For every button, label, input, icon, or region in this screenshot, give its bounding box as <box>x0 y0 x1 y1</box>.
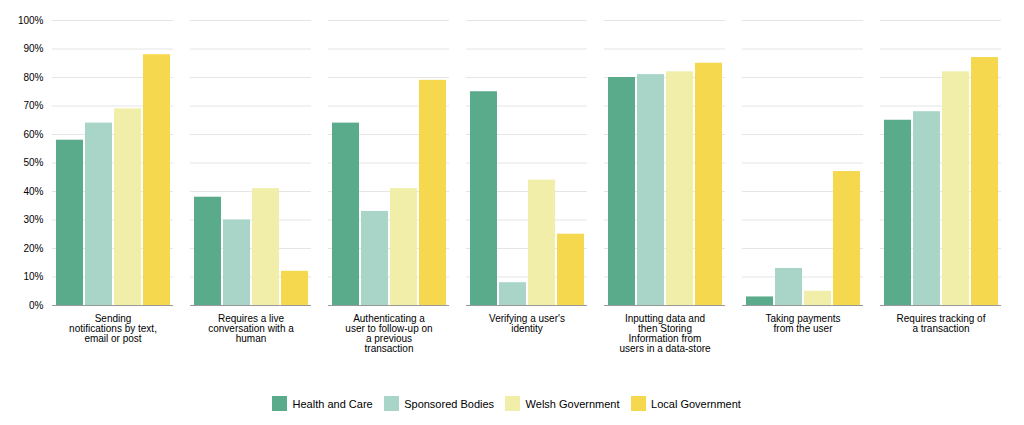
svg-text:10%: 10% <box>23 271 43 282</box>
svg-text:Inputting data andthen Storing: Inputting data andthen StoringInformatio… <box>619 313 711 354</box>
svg-text:100%: 100% <box>18 15 44 26</box>
svg-text:20%: 20% <box>23 243 43 254</box>
svg-text:0%: 0% <box>29 300 44 311</box>
svg-text:60%: 60% <box>23 129 43 140</box>
svg-text:Taking paymentsfrom the user: Taking paymentsfrom the user <box>765 313 840 334</box>
svg-text:30%: 30% <box>23 214 43 225</box>
svg-text:Requires a liveconversation wi: Requires a liveconversation with ahuman <box>208 313 294 344</box>
svg-text:50%: 50% <box>23 157 43 168</box>
html-text:Local Government: Local Government <box>651 397 741 410</box>
svg-text:Authenticating auser to follow: Authenticating auser to follow-up ona pr… <box>345 313 432 354</box>
html-text:Sponsored Bodies: Sponsored Bodies <box>404 397 495 410</box>
html-text:Welsh Government: Welsh Government <box>525 397 620 410</box>
html-text:Health and Care: Health and Care <box>292 397 373 410</box>
svg-text:70%: 70% <box>23 100 43 111</box>
svg-text:90%: 90% <box>23 43 43 54</box>
svg-text:Requires tracking ofa transact: Requires tracking ofa transaction <box>897 313 986 334</box>
svg-text:80%: 80% <box>23 72 43 83</box>
svg-text:40%: 40% <box>23 186 43 197</box>
svg-text:Sendingnotifications by text,e: Sendingnotifications by text,email or po… <box>69 313 157 344</box>
svg-text:Verifying a user'sidentity: Verifying a user'sidentity <box>489 313 565 334</box>
